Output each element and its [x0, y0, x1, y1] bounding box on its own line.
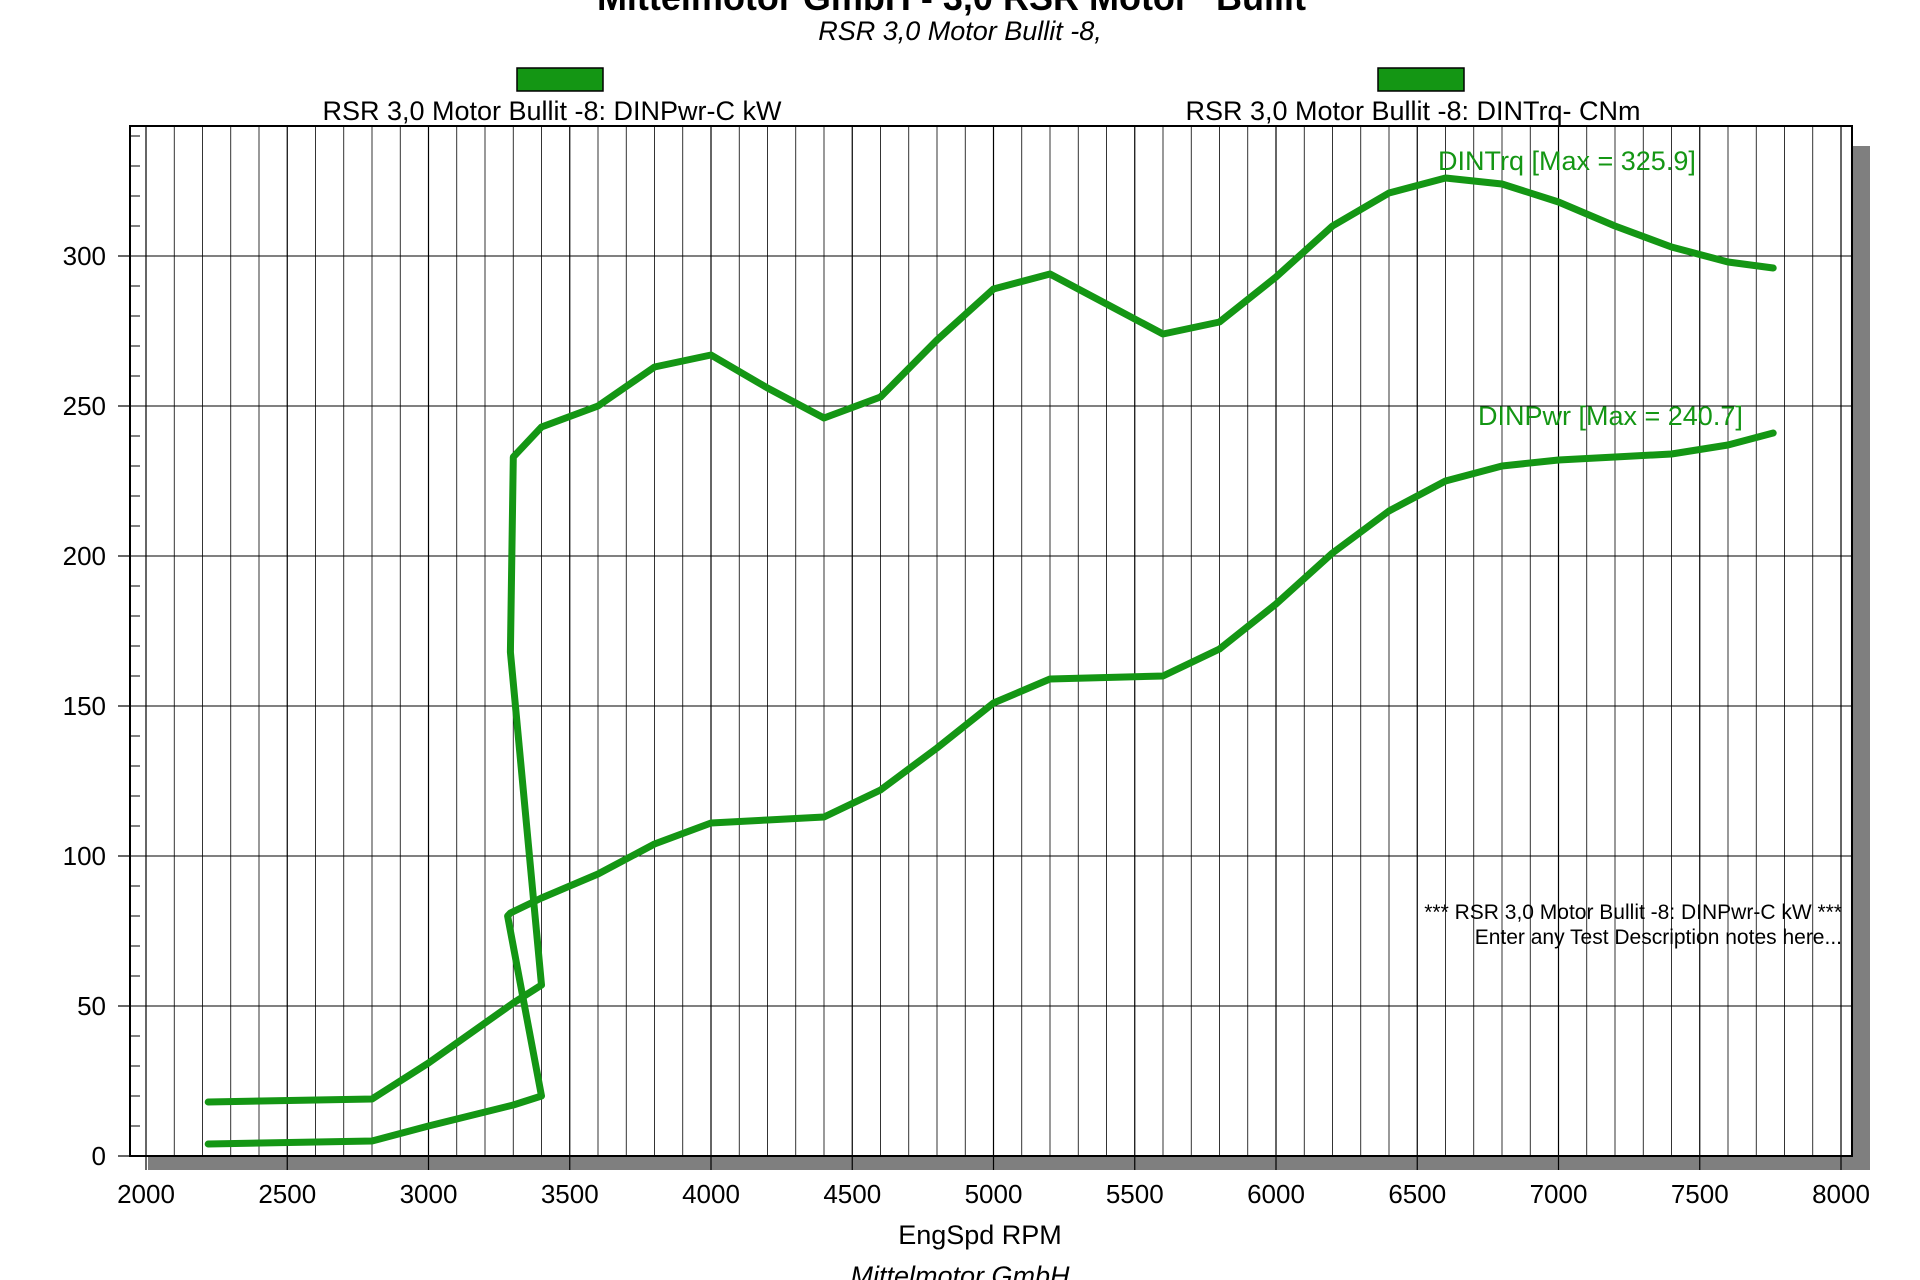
- x-tick-label: 2000: [117, 1179, 175, 1209]
- legend-label-torque: RSR 3,0 Motor Bullit -8: DINTrq- CNm: [1185, 96, 1640, 126]
- chart-subtitle: RSR 3,0 Motor Bullit -8,: [818, 16, 1102, 46]
- axis-ticks: 2000 2500 3000 3500 4000 4500 5000 5500 6000 6500…: [63, 241, 1870, 1209]
- chart-title: Mittelmotor GmbH - 3,0 RSR Motor "Bullit…: [597, 0, 1323, 18]
- y-tick-label: 200: [63, 541, 106, 571]
- x-tick-label: 4000: [682, 1179, 740, 1209]
- legend-swatch-torque: [1377, 67, 1465, 92]
- legend-label-power: RSR 3,0 Motor Bullit -8: DINPwr-C kW: [322, 96, 782, 126]
- x-tick-label: 3000: [400, 1179, 458, 1209]
- series-lines: [204, 174, 1777, 1148]
- y-tick-label: 100: [63, 841, 106, 871]
- x-tick-label: 7500: [1671, 1179, 1729, 1209]
- x-tick-label: 5500: [1106, 1179, 1164, 1209]
- x-tick-label: 4500: [823, 1179, 881, 1209]
- y-tick-label: 150: [63, 691, 106, 721]
- x-tick-label: 5000: [965, 1179, 1023, 1209]
- x-axis-label: EngSpd RPM: [898, 1220, 1062, 1250]
- annotation-power-max: DINPwr [Max = 240.7]: [1478, 401, 1743, 431]
- x-tick-label: 6000: [1247, 1179, 1305, 1209]
- annotation-torque-max: DINTrq [Max = 325.9]: [1438, 146, 1696, 176]
- x-tick-label: 2500: [258, 1179, 316, 1209]
- y-tick-label: 250: [63, 391, 106, 421]
- test-note-line-1: *** RSR 3,0 Motor Bullit -8: DINPwr-C kW…: [1424, 901, 1842, 924]
- plot-area: [129, 125, 1853, 1157]
- series-line-torque: [204, 174, 1777, 1106]
- y-tick-label: 0: [92, 1141, 106, 1171]
- x-tick-label: 6500: [1388, 1179, 1446, 1209]
- grid: [130, 126, 1852, 1157]
- x-tick-label: 7000: [1530, 1179, 1588, 1209]
- chart-footer: Mittelmotor GmbH: [850, 1261, 1070, 1280]
- test-note-line-2: Enter any Test Description notes here...: [1475, 926, 1842, 949]
- y-tick-label: 50: [77, 991, 106, 1021]
- x-tick-label: 3500: [541, 1179, 599, 1209]
- x-tick-label: 8000: [1812, 1179, 1870, 1209]
- series-line-power: [204, 429, 1777, 1148]
- legend-swatch-power: [516, 67, 604, 92]
- y-tick-label: 300: [63, 241, 106, 271]
